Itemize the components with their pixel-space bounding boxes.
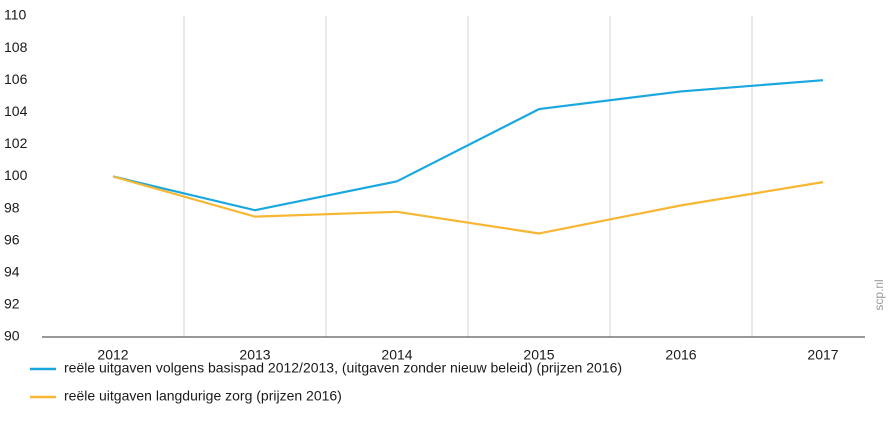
y-tick-label: 102 xyxy=(4,135,28,151)
y-tick-label: 92 xyxy=(4,296,20,312)
watermark: scp.nl xyxy=(872,279,886,310)
y-tick-label: 90 xyxy=(4,328,20,344)
x-tick-label: 2014 xyxy=(381,347,412,363)
y-tick-label: 96 xyxy=(4,231,20,247)
y-tick-label: 98 xyxy=(4,199,20,215)
line-series xyxy=(112,175,824,235)
x-tick-label: 2012 xyxy=(97,347,128,363)
x-tick-label: 2015 xyxy=(523,347,554,363)
legend-label: reële uitgaven langdurige zorg (prijzen … xyxy=(64,388,342,404)
y-tick-label: 106 xyxy=(4,71,28,87)
y-tick-label: 94 xyxy=(4,264,20,280)
x-tick-label: 2013 xyxy=(239,347,270,363)
line-series xyxy=(112,79,824,212)
x-tick-label: 2016 xyxy=(665,347,696,363)
x-tick-label: 2017 xyxy=(807,347,838,363)
y-tick-label: 110 xyxy=(4,7,27,23)
legend-label: reële uitgaven volgens basispad 2012/201… xyxy=(64,360,622,376)
y-tick-label: 100 xyxy=(4,167,28,183)
y-tick-label: 108 xyxy=(4,39,28,55)
y-tick-label: 104 xyxy=(4,103,28,119)
